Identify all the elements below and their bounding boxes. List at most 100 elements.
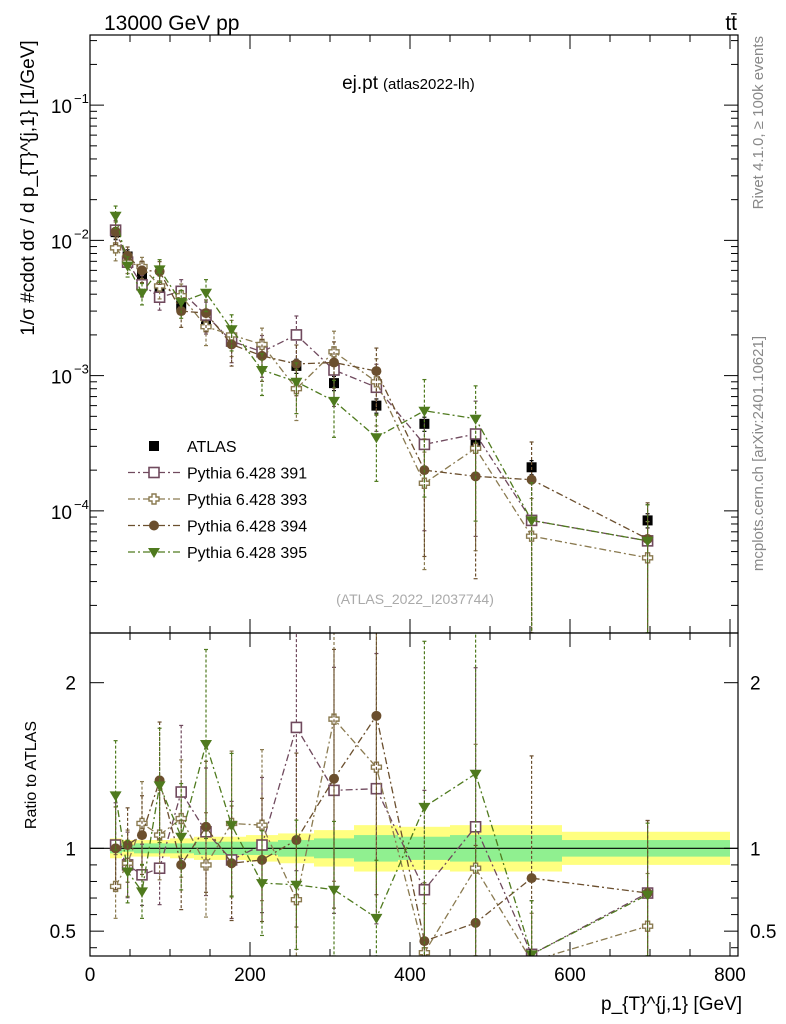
ratio-data-point [200,859,212,871]
series-line [114,229,648,542]
ratio-y-tick-label-right: 0.5 [750,922,776,943]
data-point [290,377,303,388]
side-label-bottom: mcplots.cern.ch [arXiv:2401.10621] [750,336,767,571]
main-panel: 10−110−210−310−4 [51,35,738,633]
ratio-data-point [200,739,212,750]
ratio-data-point [109,791,122,802]
ratio-data-point [256,879,268,890]
ratio-data-point [526,873,537,884]
header-right: tt̄ [725,12,737,35]
main-title: ej.pt [342,73,379,94]
ratio-data-point [418,802,431,813]
ratio-y-tick-label: 2 [65,674,76,695]
ratio-data-point [419,936,430,947]
data-point [136,288,148,299]
data-point [525,516,538,527]
y-tick-label-exponent: −4 [74,497,89,512]
main-y-axis-label: 1/σ #cdot dσ / d p_{T}^{j,1} [1/GeV] [18,40,39,335]
ratio-data-point [329,773,339,784]
ratio-data-point [257,854,267,865]
ratio-y-axis-label: Ratio to ATLAS [23,721,40,829]
series-pythia-6-428-395 [109,205,654,633]
ratio-data-point [136,887,148,898]
ratio-y-tick-label-right: 1 [750,839,761,860]
ratio-frame [89,632,739,957]
data-point [256,366,268,377]
data-point [370,376,383,388]
ratio-data-point [370,913,383,924]
ratio-data-point [122,840,133,851]
data-point [175,298,188,309]
ratio-data-point [470,917,481,928]
ratio-y-tick-label-right: 2 [750,674,761,695]
ratio-data-point [328,885,340,896]
data-point [641,552,654,564]
legend-label: Pythia 6.428 393 [187,492,307,509]
data-point [256,338,268,351]
main-subtitle: (atlas2022-lh) [383,76,475,93]
legend-marker [148,493,160,505]
series-atlas [110,224,653,529]
watermark: (ATLAS_2022_I2037744) [336,591,494,607]
ratio-data [90,633,738,956]
ratio-series-pythia-6-428-395 [109,633,654,956]
ratio-y-tick-label: 0.5 [50,922,76,943]
data-point [109,242,122,254]
ratio-data-point [371,710,382,721]
main-frame [89,34,739,634]
data-point [122,250,133,261]
ratio-data-point [469,769,482,780]
series-pythia-6-428-391 [109,219,654,633]
data-point [137,265,147,276]
ratio-series-line [115,717,648,956]
ratio-data-point [328,713,340,725]
data-point [418,406,431,417]
data-point [526,474,537,485]
ratio-data-point [137,830,147,841]
data-point [370,433,383,444]
legend-marker [148,548,160,558]
x-tick-label: 200 [234,965,266,986]
y-tick-label: 10 [51,97,72,118]
x-tick-label: 800 [714,965,746,986]
data-point [109,211,122,222]
data-point [200,288,212,299]
ratio-data-point [175,812,187,825]
x-tick-label: 0 [85,965,96,986]
data-point [328,346,340,358]
series-pythia-6-428-394 [110,221,653,633]
y-tick-label: 10 [51,368,72,389]
x-tick-label: 400 [394,965,426,986]
ratio-data-point [153,781,166,792]
data-point [121,261,134,272]
legend-marker [148,466,160,479]
y-tick-label: 10 [51,503,72,524]
x-tick-label: 600 [554,965,586,986]
ratio-series-pythia-6-428-391 [109,633,654,956]
data-point [201,308,211,319]
data-point [225,325,238,336]
y-tick-label-exponent: −3 [74,362,89,377]
data-point [418,477,431,489]
y-tick-label-exponent: −2 [74,226,89,241]
data-point [290,329,303,341]
y-tick-label: 10 [51,232,72,253]
ratio-panel: 0.5 0.5 1 1 2 2 0 200 400 600 800 [50,633,776,986]
legend-label: ATLAS [187,439,237,456]
series-line [115,231,648,540]
legend: ATLAS Pythia 6.428 391 Pythia 6.428 393 Pyt… [128,439,307,562]
data-point [469,428,482,440]
ratio-data-point [121,867,134,878]
x-axis-label: p_{T}^{j,1} [GeV] [601,994,742,1015]
ratio-data-point [175,832,188,843]
ratio-data-point [291,835,302,846]
data-point [641,536,654,547]
data-point [153,265,166,276]
ratio-data-point [109,880,122,893]
series-line [115,247,648,559]
main-data [109,205,654,633]
data-point [329,357,339,368]
ratio-data-point [225,821,238,832]
data-point [110,226,121,237]
